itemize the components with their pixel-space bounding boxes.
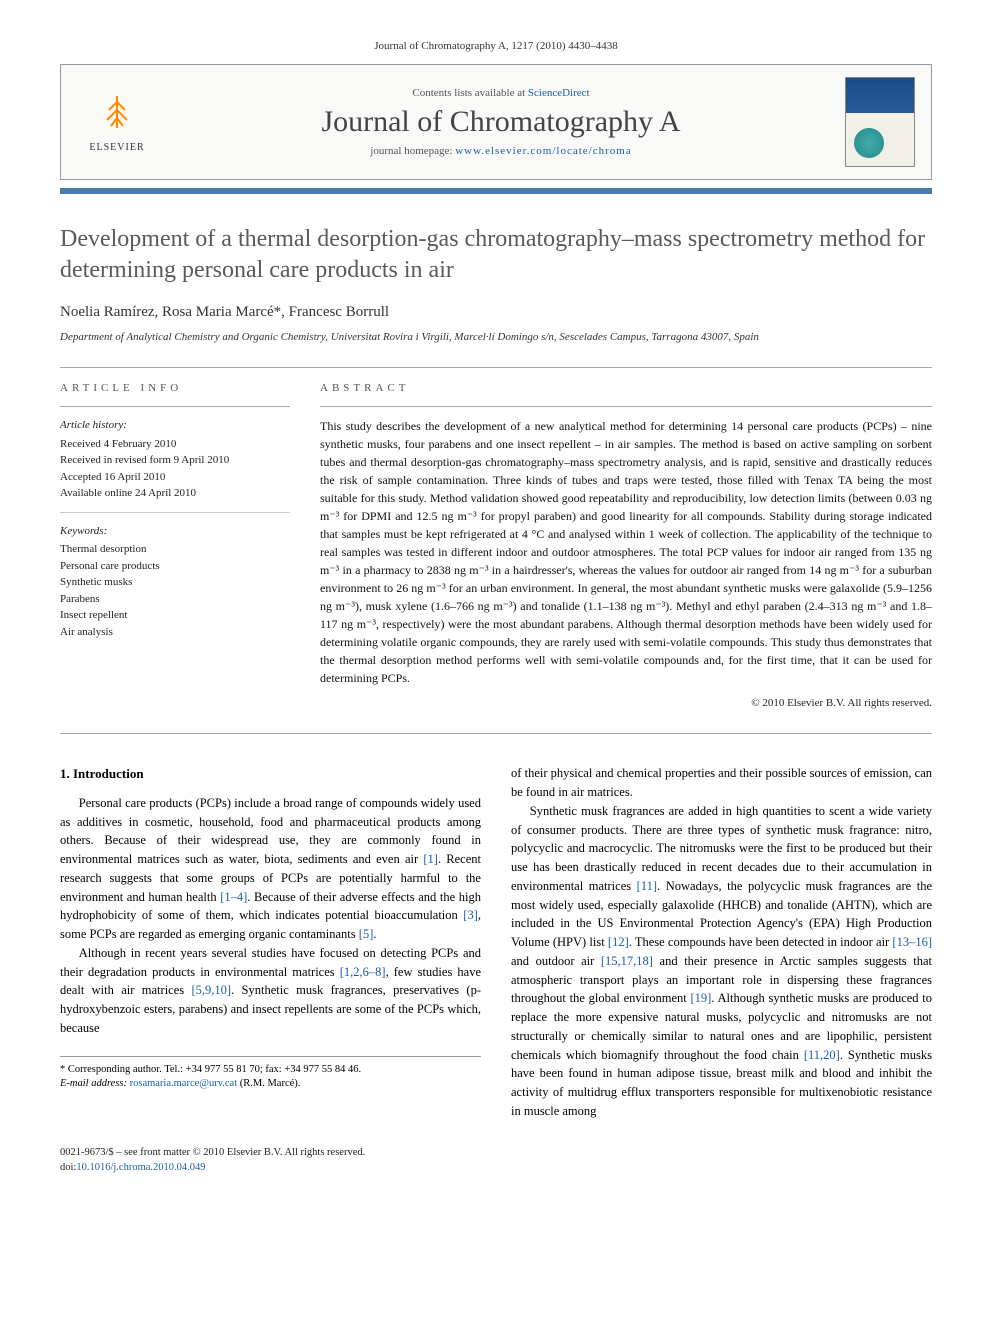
journal-name: Journal of Chromatography A (157, 105, 845, 139)
running-header: Journal of Chromatography A, 1217 (2010)… (60, 40, 932, 52)
article-title: Development of a thermal desorption-gas … (60, 224, 932, 286)
keywords-label: Keywords: (60, 523, 290, 540)
accent-bar (60, 188, 932, 194)
history-online: Available online 24 April 2010 (60, 485, 290, 502)
body-paragraph: Synthetic musk fragrances are added in h… (511, 802, 932, 1121)
history-accepted: Accepted 16 April 2010 (60, 469, 290, 486)
contents-prefix: Contents lists available at (412, 87, 527, 99)
sciencedirect-link[interactable]: ScienceDirect (528, 87, 590, 99)
divider (320, 406, 932, 407)
keyword: Insect repellent (60, 607, 290, 624)
homepage-link[interactable]: www.elsevier.com/locate/chroma (455, 145, 632, 157)
issn-line: 0021-9673/$ – see front matter © 2010 El… (60, 1145, 932, 1161)
body-paragraph: of their physical and chemical propertie… (511, 764, 932, 802)
affiliation: Department of Analytical Chemistry and O… (60, 331, 932, 343)
homepage-line: journal homepage: www.elsevier.com/locat… (157, 145, 845, 157)
homepage-prefix: journal homepage: (370, 145, 455, 157)
email-label: E-mail address: (60, 1078, 130, 1089)
abstract-heading: ABSTRACT (320, 382, 932, 394)
ref-link[interactable]: [15,17,18] (601, 954, 653, 968)
journal-cover-thumbnail (845, 77, 915, 167)
abstract-copyright: © 2010 Elsevier B.V. All rights reserved… (320, 697, 932, 709)
doi-link[interactable]: 10.1016/j.chroma.2010.04.049 (76, 1162, 205, 1173)
keyword: Air analysis (60, 624, 290, 641)
ref-link[interactable]: [1] (423, 852, 438, 866)
article-info-panel: ARTICLE INFO Article history: Received 4… (60, 382, 290, 709)
divider (60, 733, 932, 734)
ref-link[interactable]: [11,20] (804, 1048, 840, 1062)
corr-email-suffix: (R.M. Marcé). (237, 1078, 300, 1089)
ref-link[interactable]: [5] (359, 927, 374, 941)
divider (60, 406, 290, 407)
ref-link[interactable]: [12] (608, 935, 629, 949)
ref-link[interactable]: [5,9,10] (191, 983, 231, 997)
journal-masthead: ELSEVIER Contents lists available at Sci… (60, 64, 932, 180)
page-footer: 0021-9673/$ – see front matter © 2010 El… (60, 1145, 932, 1177)
article-body: 1. Introduction Personal care products (… (60, 764, 932, 1120)
divider (60, 367, 932, 368)
abstract-text: This study describes the development of … (320, 417, 932, 687)
ref-link[interactable]: [1,2,6–8] (340, 965, 386, 979)
doi-label: doi: (60, 1162, 76, 1173)
ref-link[interactable]: [11] (637, 879, 657, 893)
body-paragraph: Personal care products (PCPs) include a … (60, 794, 481, 944)
publisher-tree-icon (77, 92, 157, 140)
publisher-logo: ELSEVIER (77, 92, 157, 153)
keyword: Thermal desorption (60, 541, 290, 558)
history-revised: Received in revised form 9 April 2010 (60, 452, 290, 469)
keyword: Parabens (60, 591, 290, 608)
corr-email-link[interactable]: rosamaria.marce@urv.cat (130, 1078, 238, 1089)
ref-link[interactable]: [3] (463, 908, 478, 922)
divider (60, 512, 290, 513)
abstract-panel: ABSTRACT This study describes the develo… (320, 382, 932, 709)
section-heading: 1. Introduction (60, 764, 481, 784)
article-info-heading: ARTICLE INFO (60, 382, 290, 394)
keyword: Synthetic musks (60, 574, 290, 591)
history-received: Received 4 February 2010 (60, 436, 290, 453)
ref-link[interactable]: [13–16] (892, 935, 932, 949)
ref-link[interactable]: [19] (691, 991, 712, 1005)
corresponding-author-footnote: * Corresponding author. Tel.: +34 977 55… (60, 1056, 481, 1092)
corr-tel-fax: * Corresponding author. Tel.: +34 977 55… (60, 1063, 481, 1078)
body-paragraph: Although in recent years several studies… (60, 944, 481, 1038)
publisher-name: ELSEVIER (77, 142, 157, 153)
authors-line: Noelia Ramírez, Rosa Maria Marcé*, Franc… (60, 304, 932, 321)
contents-lists-line: Contents lists available at ScienceDirec… (157, 87, 845, 99)
history-label: Article history: (60, 417, 290, 434)
ref-link[interactable]: [1–4] (220, 890, 247, 904)
keyword: Personal care products (60, 558, 290, 575)
